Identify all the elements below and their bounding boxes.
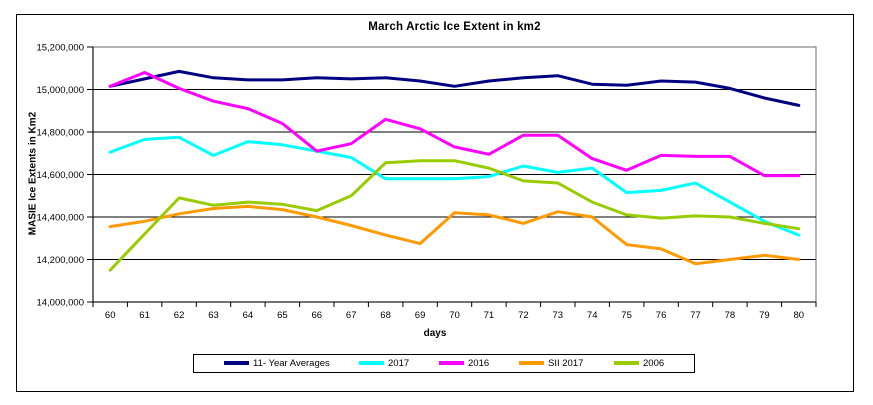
y-axis: 14,000,000 14,200,000 14,400,000 14,600,000… [36,43,816,309]
legend-swatch-2017 [359,361,384,365]
x-tick-label: 76 [656,310,667,321]
x-tick-label: 61 [139,310,150,321]
legend: 11- Year Averages 2017 2016 SII 2017 2006 [193,354,695,373]
legend-label: 2006 [643,357,665,369]
legend-item-2006: 2006 [614,355,664,371]
x-tick-label: 63 [208,310,219,321]
x-tick-label: 71 [484,310,495,321]
legend-swatch-sii-2017 [519,361,544,365]
y-tick-label: 14,000,000 [36,298,84,309]
legend-item-2016: 2016 [439,355,489,371]
x-tick-label: 66 [312,310,323,321]
legend-label: SII 2017 [548,357,584,369]
y-tick-label: 14,200,000 [36,255,84,266]
y-tick-label: 14,600,000 [36,170,84,181]
legend-swatch-2016 [439,361,464,365]
x-tick-label: 69 [415,310,426,321]
legend-swatch-2006 [614,361,639,365]
x-tick-label: 68 [380,310,391,321]
x-tick-label: 79 [759,310,770,321]
x-tick-label: 62 [174,310,185,321]
legend-item-2017: 2017 [359,355,409,371]
legend-swatch-11-year-averages [224,361,249,365]
series-sii-2017 [108,204,801,266]
y-tick-label: 14,400,000 [36,213,84,224]
legend-item-11-year-averages: 11- Year Averages [224,355,330,371]
x-tick-label: 64 [243,310,254,321]
x-tick-label: 60 [105,310,116,321]
x-tick-label: 65 [277,310,288,321]
legend-label: 2017 [388,357,410,369]
x-tick-label: 73 [553,310,564,321]
y-tick-label: 15,200,000 [36,43,84,54]
series-2006 [108,159,801,272]
x-axis: 60 61 62 63 64 65 66 67 68 69 70 71 72 73 74 75 76 77 78 79… [92,47,817,321]
x-tick-label: 80 [794,310,805,321]
x-tick-label: 70 [449,310,460,321]
chart-title: March Arctic Ice Extent in km2 [368,21,541,33]
x-tick-label: 74 [587,310,598,321]
y-tick-label: 15,000,000 [36,85,84,96]
x-tick-label: 78 [725,310,736,321]
x-tick-label: 75 [621,310,632,321]
legend-label: 11- Year Averages [253,357,330,369]
x-axis-title: days [423,328,447,339]
series-2016 [108,71,801,178]
legend-label: 2016 [468,357,490,369]
x-tick-label: 77 [690,310,701,321]
legend-item-sii-2017: SII 2017 [519,355,583,371]
x-tick-label: 67 [346,310,357,321]
series-11-year-averages [108,69,801,107]
series-2017 [108,135,801,237]
x-tick-label: 72 [518,310,529,321]
y-tick-label: 14,800,000 [36,128,84,139]
